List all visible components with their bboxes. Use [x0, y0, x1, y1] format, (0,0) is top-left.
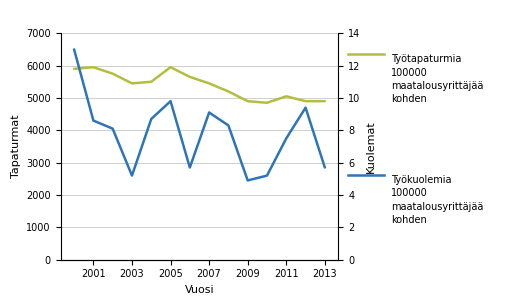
- X-axis label: Vuosi: Vuosi: [185, 285, 214, 295]
- Text: Työtapaturmia
100000
maatalousyrittäjää
kohden: Työtapaturmia 100000 maatalousyrittäjää …: [391, 54, 484, 104]
- Text: Työkuolemia
100000
maatalousyrittäjää
kohden: Työkuolemia 100000 maatalousyrittäjää ko…: [391, 175, 484, 225]
- Y-axis label: Tapaturmat: Tapaturmat: [11, 115, 21, 178]
- Y-axis label: Kuolemat: Kuolemat: [366, 120, 376, 173]
